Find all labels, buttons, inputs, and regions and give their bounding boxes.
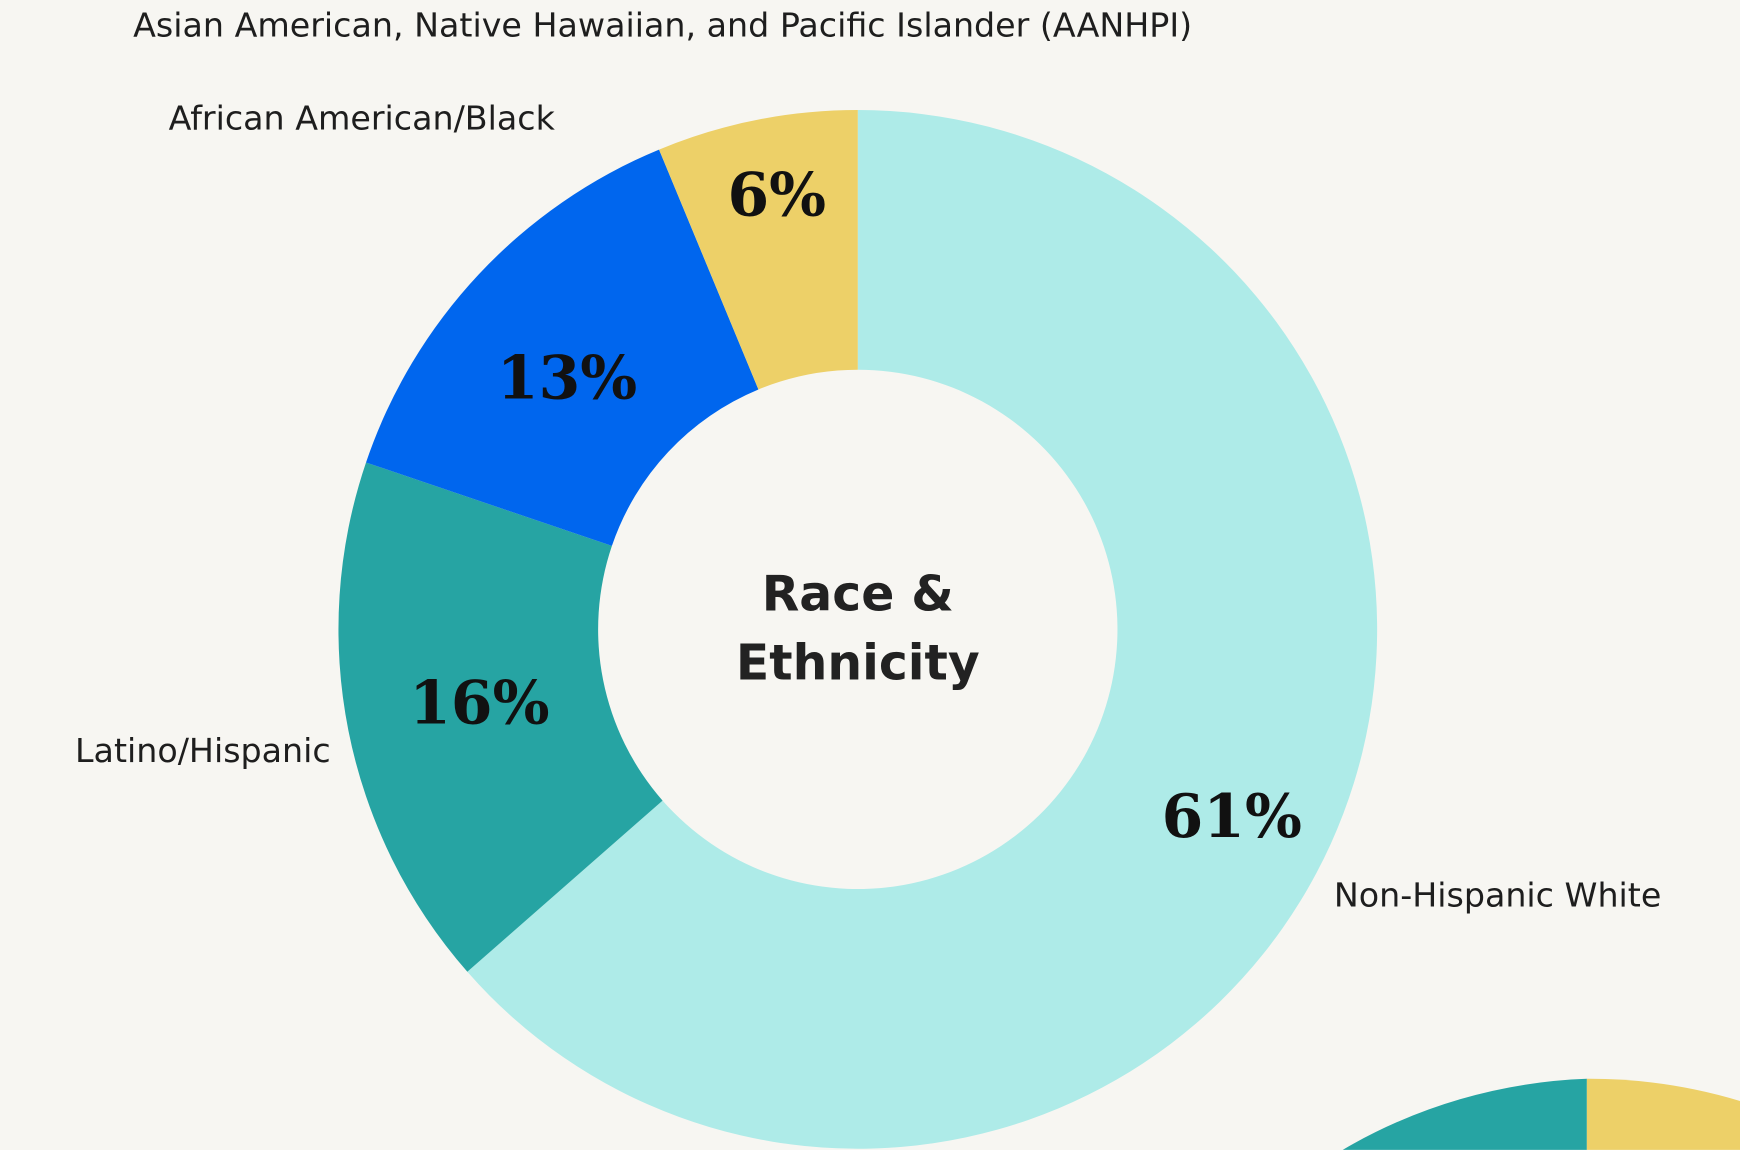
value-label: 61% xyxy=(1162,782,1302,852)
partial-segment xyxy=(1586,1078,1740,1150)
category-label: Latino/Hispanic xyxy=(75,731,331,770)
value-label: 16% xyxy=(409,669,549,739)
value-label: 6% xyxy=(727,160,826,230)
category-label: Non-Hispanic White xyxy=(1334,875,1661,914)
category-label: African American/Black xyxy=(169,99,556,138)
donut-segment xyxy=(467,110,1378,1149)
donut-segment xyxy=(366,149,759,546)
category-label: Asian American, Native Hawaiian, and Pac… xyxy=(133,5,1192,44)
chart-title: Race & Ethnicity xyxy=(735,566,980,692)
value-label: 13% xyxy=(497,344,637,414)
donut xyxy=(338,110,1378,1149)
donut-segment xyxy=(338,462,663,972)
donut-segment xyxy=(659,110,858,390)
partial-donut xyxy=(1342,1078,1740,1150)
center-title-box: Race & Ethnicity xyxy=(735,566,980,692)
partial-segment xyxy=(1342,1078,1587,1150)
